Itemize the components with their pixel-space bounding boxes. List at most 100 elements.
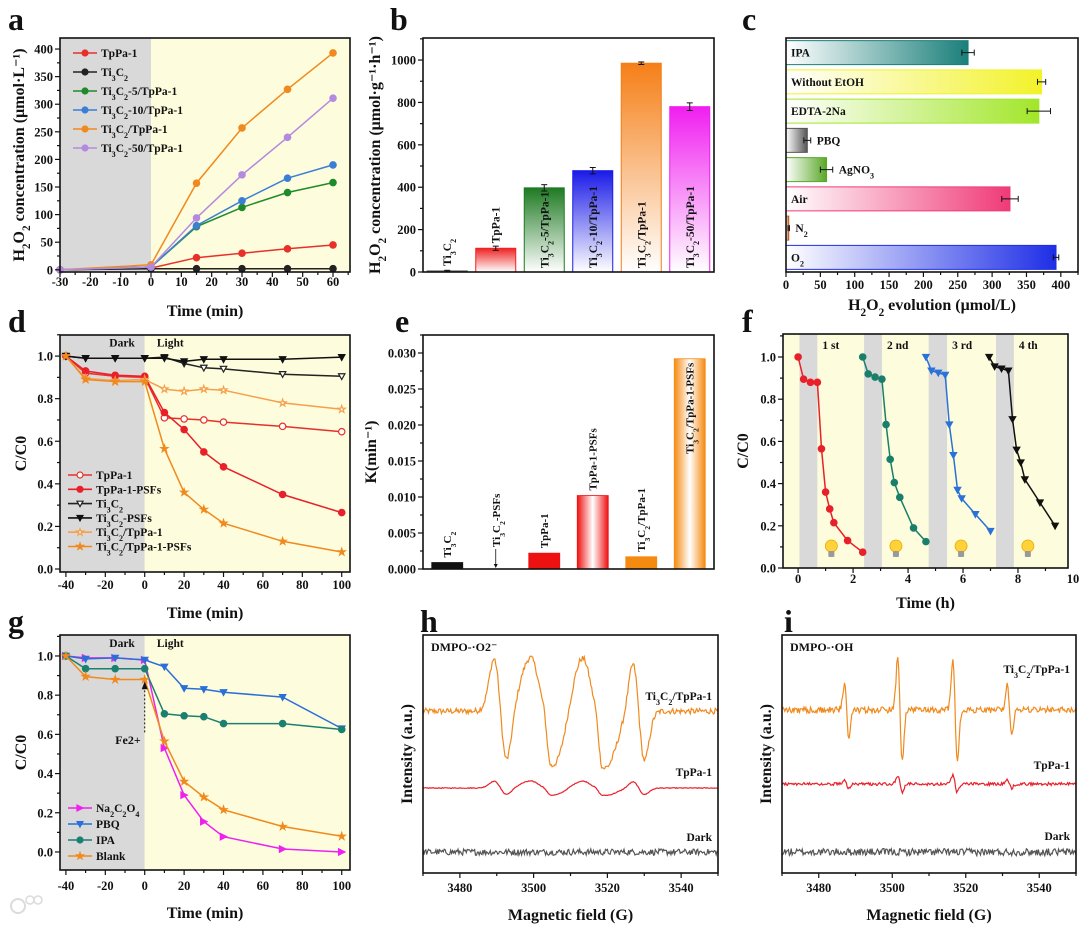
y-tick-label: 0 bbox=[410, 266, 416, 280]
data-point-star bbox=[74, 850, 86, 861]
plot-frame bbox=[59, 334, 351, 573]
series-line bbox=[59, 52, 334, 271]
data-point-circle bbox=[896, 493, 904, 502]
data-point-star bbox=[109, 673, 121, 685]
watermark-logo bbox=[10, 895, 43, 914]
data-point-triangle bbox=[219, 365, 228, 374]
panel-letter: i bbox=[784, 603, 793, 639]
data-point-triangle bbox=[1008, 416, 1017, 424]
data-point-circle bbox=[147, 263, 155, 271]
plot-frame bbox=[782, 333, 1069, 569]
panel-h: h Ti3C2/TpPa-1 TpPa-1 Dark DMPO-·O2⁻ 3480 3500… bbox=[399, 603, 719, 924]
x-tick-label: 4 bbox=[905, 572, 912, 586]
data-point-circle bbox=[922, 537, 930, 546]
y-tick-label: 800 bbox=[397, 96, 416, 110]
series-line bbox=[65, 355, 342, 553]
trace-label: TpPa-1 bbox=[676, 767, 713, 779]
data-point-circle bbox=[329, 264, 337, 273]
bar bbox=[669, 106, 711, 273]
data-point-circle bbox=[329, 241, 337, 249]
legend-item: Ti3C2-5/TpPa-1 bbox=[73, 86, 177, 102]
legend-item: Ti3C2-50/TpPa-1 bbox=[73, 143, 183, 159]
legend-label: Blank bbox=[96, 851, 126, 863]
bulb-glass bbox=[954, 539, 968, 553]
x-tick-label: 50 bbox=[296, 275, 309, 289]
bulb-base bbox=[958, 551, 965, 557]
data-point-circle bbox=[238, 249, 246, 258]
data-point-circle bbox=[337, 508, 346, 517]
legend-label: TpPa-1 bbox=[96, 470, 133, 482]
data-point-circle bbox=[329, 94, 337, 102]
y-axis-title: Intensity (a.u.) bbox=[758, 704, 775, 804]
bar bbox=[528, 552, 561, 570]
x-tick-label: 3480 bbox=[806, 881, 831, 895]
data-point-star bbox=[198, 503, 210, 514]
legend-item: Ti3C2/TpPa-1-PSFs bbox=[68, 541, 192, 557]
data-point-star bbox=[336, 546, 347, 557]
y-tick-label: 1000 bbox=[391, 54, 416, 68]
bar-label: TpPa-1 bbox=[539, 513, 551, 548]
data-point-triangle bbox=[1016, 459, 1025, 467]
y-tick-label: 0.015 bbox=[388, 455, 416, 469]
x-tick-label: 10 bbox=[1067, 572, 1080, 586]
data-point-circle bbox=[886, 455, 894, 464]
bulb-base bbox=[1024, 551, 1031, 557]
data-point-star bbox=[60, 650, 72, 661]
data-point-triangle bbox=[199, 686, 209, 694]
background-band bbox=[799, 334, 818, 568]
series-ti3c2-tppa-1-psfs bbox=[60, 350, 347, 557]
data-point-star bbox=[336, 830, 347, 841]
bar bbox=[431, 562, 464, 570]
data-point-circle bbox=[200, 416, 208, 424]
x-tick-label: 60 bbox=[257, 879, 270, 893]
data-point-circle bbox=[283, 188, 292, 197]
data-point-triangle bbox=[219, 356, 228, 364]
data-point-triangle bbox=[1020, 476, 1030, 484]
bulb-base bbox=[828, 551, 835, 557]
data-point-triangle bbox=[140, 355, 149, 363]
bar bbox=[625, 556, 658, 570]
data-point-triangle bbox=[921, 353, 931, 362]
panel-letter: e bbox=[395, 303, 409, 339]
data-point-star bbox=[139, 673, 150, 685]
legend-item: Ti3C2-PSFs bbox=[68, 513, 152, 528]
legend-item: TpPa-1-PSFs bbox=[68, 484, 162, 496]
series-line bbox=[925, 356, 992, 532]
x-tick-label: 40 bbox=[217, 578, 230, 592]
x-tick-label: 3480 bbox=[447, 881, 472, 895]
data-point-triangle bbox=[278, 844, 288, 854]
bar-label: Ti3C2/TpPa-1 bbox=[636, 488, 652, 552]
y-tick-label: 1.0 bbox=[37, 649, 53, 663]
bar-label: Ti3C2 bbox=[442, 239, 458, 266]
x-tick-label: -10 bbox=[112, 275, 129, 289]
panel-letter: h bbox=[420, 603, 438, 639]
trace-label: TpPa-1 bbox=[1034, 760, 1071, 772]
legend-label: PBQ bbox=[96, 819, 120, 831]
x-axis-title: Magnetic field (G) bbox=[508, 907, 633, 924]
data-point-triangle bbox=[140, 656, 149, 665]
data-point-star bbox=[159, 735, 170, 746]
data-point-star bbox=[74, 526, 86, 537]
x-tick-label: 250 bbox=[948, 278, 967, 292]
y-axis-title: C/C0 bbox=[13, 735, 30, 771]
data-point-circle bbox=[337, 725, 346, 734]
plot-frame bbox=[422, 37, 715, 273]
data-point-triangle bbox=[337, 373, 346, 381]
watermark-ring bbox=[10, 898, 26, 914]
x-tick-label: -20 bbox=[82, 275, 99, 289]
y-tick-label: 0.2 bbox=[760, 519, 776, 533]
x-axis-title: Time (min) bbox=[167, 905, 244, 922]
spectrum-title: DMPO-·O2⁻ bbox=[431, 640, 497, 654]
series-3-rd bbox=[921, 353, 995, 536]
data-point-triangle bbox=[110, 654, 120, 663]
cycle-label: 4 th bbox=[1019, 340, 1038, 352]
data-point-circle bbox=[81, 49, 89, 57]
series-line bbox=[65, 655, 342, 838]
bar bbox=[523, 187, 565, 273]
y-tick-label: 0.2 bbox=[37, 520, 53, 534]
light-bulb-icon bbox=[824, 539, 838, 557]
data-point-triangle bbox=[278, 693, 287, 702]
bulb-base bbox=[892, 551, 899, 557]
x-tick-label: 3520 bbox=[595, 881, 620, 895]
bar-label: Ti3C2-10/TpPa-1 bbox=[588, 186, 604, 268]
